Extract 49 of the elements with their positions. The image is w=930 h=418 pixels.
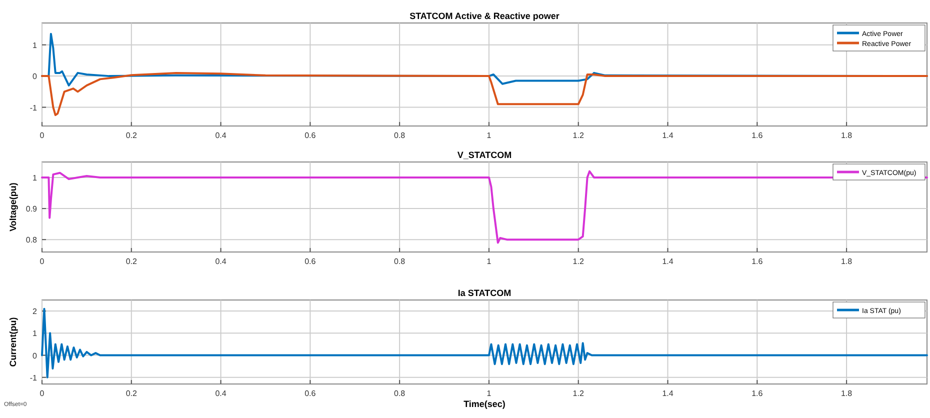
x-tick-label: 0.2 [126, 131, 138, 140]
x-tick-label: 1.2 [572, 257, 584, 266]
y-tick-label: -1 [30, 103, 38, 112]
y-tick-label: 1 [32, 329, 38, 338]
x-tick-label: 0 [40, 257, 45, 266]
x-axis-title: Time(sec) [464, 399, 506, 409]
chart-title: V_STATCOM [457, 150, 512, 160]
x-tick-label: 0.6 [304, 131, 316, 140]
y-tick-label: 1 [32, 174, 38, 183]
x-tick-label: 0.6 [304, 389, 316, 398]
x-tick-label: 0 [40, 389, 45, 398]
x-tick-label: 0.2 [126, 257, 138, 266]
x-tick-label: 1.8 [840, 131, 853, 140]
y-tick-label: 0.9 [26, 204, 38, 214]
x-tick-label: 1.4 [662, 257, 674, 266]
x-tick-label: 1 [486, 131, 492, 140]
chart-title: Ia STATCOM [458, 288, 512, 298]
line-series [41, 170, 928, 244]
y-tick-label: 0.8 [26, 236, 38, 245]
y-tick-label: -1 [30, 373, 38, 382]
line-series [41, 72, 928, 116]
x-tick-label: 1.4 [662, 131, 674, 140]
x-tick-label: 1.8 [840, 257, 853, 266]
y-tick-label: 0 [32, 351, 38, 360]
x-tick-label: 0 [40, 131, 45, 140]
x-tick-label: 0.4 [215, 257, 227, 266]
x-tick-label: 0.8 [394, 257, 406, 266]
x-tick-label: 1.6 [752, 389, 764, 398]
x-tick-label: 0.8 [394, 389, 406, 398]
y-axis-title: Voltage(pu) [8, 182, 18, 232]
y-tick-label: 0 [32, 72, 38, 82]
x-tick-label: 0.2 [126, 389, 138, 398]
x-tick-label: 1.8 [840, 389, 853, 398]
x-tick-label: 1 [486, 389, 492, 398]
y-tick-label: 2 [32, 307, 38, 316]
x-tick-label: 0.4 [215, 389, 227, 398]
x-tick-label: 1.2 [572, 389, 584, 398]
x-tick-label: 1 [486, 257, 492, 266]
x-tick-label: 0.6 [304, 257, 316, 266]
x-tick-label: 1.6 [752, 131, 764, 140]
x-tick-label: 0.8 [394, 131, 406, 140]
x-tick-label: 0.4 [215, 131, 227, 140]
x-tick-label: 1.2 [572, 131, 584, 140]
x-tick-label: 1.4 [662, 389, 674, 398]
line-series [41, 308, 928, 378]
y-tick-label: 1 [32, 40, 38, 50]
x-tick-label: 1.6 [752, 257, 764, 266]
y-axis-title: Current(pu) [8, 317, 18, 367]
chart-title: STATCOM Active & Reactive power [410, 11, 560, 21]
